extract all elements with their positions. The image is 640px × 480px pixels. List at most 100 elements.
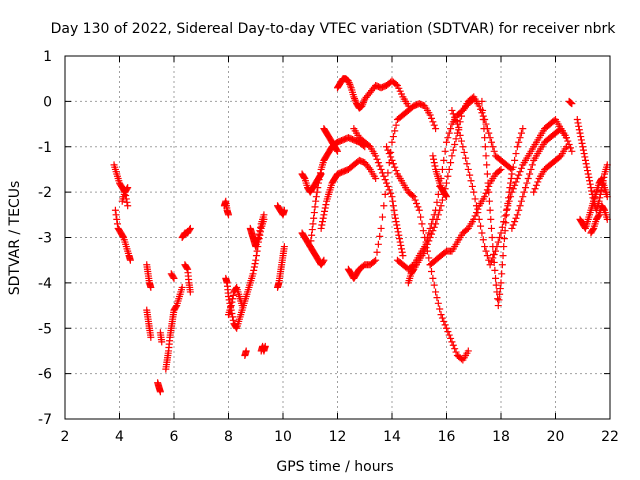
data-point-marker	[395, 231, 403, 239]
data-point-marker	[523, 179, 531, 187]
data-point-marker	[443, 193, 450, 201]
data-point-marker	[440, 156, 448, 164]
series-t6	[154, 379, 164, 396]
data-point-marker	[488, 234, 496, 241]
data-point-marker	[397, 241, 405, 249]
data-point-marker	[434, 190, 442, 198]
data-point-marker	[578, 139, 586, 147]
data-point-marker	[494, 295, 502, 303]
data-point-marker	[358, 102, 366, 110]
data-point-marker	[351, 95, 359, 103]
data-point-marker	[392, 218, 400, 226]
data-point-marker	[460, 148, 468, 156]
data-point-marker	[524, 175, 532, 183]
data-point-marker	[468, 96, 476, 104]
data-point-marker	[384, 182, 392, 190]
data-point-marker	[506, 184, 514, 192]
y-tick-label: -3	[38, 231, 52, 247]
data-point-marker	[494, 238, 502, 246]
data-point-marker	[398, 248, 406, 256]
data-point-marker	[252, 252, 260, 260]
data-point-marker	[442, 192, 450, 200]
data-point-marker	[147, 283, 155, 291]
series-t23	[317, 156, 380, 232]
data-point-marker	[520, 188, 528, 196]
data-point-marker	[489, 243, 497, 251]
data-point-marker	[443, 138, 450, 146]
data-point-marker	[430, 155, 438, 163]
series-t33	[448, 106, 570, 269]
data-point-marker	[370, 257, 378, 265]
data-point-marker	[346, 80, 354, 88]
data-point-marker	[504, 199, 512, 207]
data-point-marker	[350, 93, 358, 101]
data-point-marker	[425, 254, 433, 262]
data-point-marker	[472, 202, 480, 210]
data-point-marker	[511, 156, 519, 164]
data-point-marker	[589, 226, 597, 234]
data-point-marker	[410, 193, 418, 201]
data-point-marker	[462, 154, 470, 162]
series-t28	[404, 93, 516, 287]
y-tick-label: -2	[38, 185, 52, 201]
data-point-marker	[471, 195, 479, 203]
data-point-marker	[317, 224, 325, 232]
data-point-marker	[391, 127, 399, 135]
data-point-marker	[477, 222, 485, 230]
data-point-marker	[580, 150, 588, 158]
data-point-marker	[310, 209, 318, 217]
data-point-marker	[345, 79, 353, 87]
data-point-marker	[242, 347, 250, 355]
x-tick-label: 4	[115, 429, 124, 445]
data-point-marker	[517, 129, 525, 137]
data-point-marker	[319, 214, 327, 222]
data-point-marker	[597, 187, 605, 195]
series-t40	[587, 202, 611, 237]
data-point-marker	[428, 220, 436, 228]
data-point-marker	[482, 152, 490, 160]
data-point-marker	[380, 172, 388, 180]
data-point-marker	[391, 211, 399, 219]
data-point-marker	[320, 256, 328, 264]
data-point-marker	[261, 342, 269, 350]
data-point-marker	[579, 146, 587, 154]
data-point-marker	[411, 196, 419, 204]
x-tick-label: 10	[274, 429, 292, 445]
data-point-marker	[313, 188, 321, 196]
data-point-marker	[485, 188, 493, 196]
data-point-marker	[508, 224, 516, 232]
data-point-marker	[464, 165, 472, 173]
data-point-marker	[515, 171, 523, 179]
data-point-marker	[280, 206, 288, 214]
data-point-marker	[479, 106, 487, 114]
series-t35	[508, 125, 576, 232]
data-point-marker	[443, 179, 450, 187]
data-point-marker	[564, 137, 572, 145]
data-point-marker	[527, 165, 535, 173]
data-point-marker	[426, 224, 434, 232]
data-point-marker	[437, 202, 445, 210]
data-point-marker	[588, 187, 596, 195]
data-point-marker	[585, 173, 593, 181]
series-t9	[167, 270, 178, 282]
data-point-marker	[497, 229, 505, 237]
data-point-marker	[508, 170, 516, 178]
data-point-marker	[393, 221, 401, 229]
data-point-marker	[444, 134, 452, 142]
x-tick-label: 16	[438, 429, 456, 445]
data-point-marker	[441, 321, 449, 329]
data-point-marker	[178, 283, 186, 291]
data-point-marker	[417, 213, 425, 221]
data-point-marker	[441, 147, 449, 155]
data-point-marker	[437, 311, 445, 319]
data-point-marker	[436, 305, 444, 313]
y-tick-label: -5	[38, 321, 52, 337]
data-point-marker	[310, 214, 318, 222]
data-point-marker	[147, 333, 155, 341]
data-point-marker	[385, 150, 393, 158]
data-point-marker	[316, 172, 324, 180]
series-t10	[178, 224, 194, 241]
x-tick-label: 14	[383, 429, 401, 445]
data-point-marker	[238, 302, 246, 310]
